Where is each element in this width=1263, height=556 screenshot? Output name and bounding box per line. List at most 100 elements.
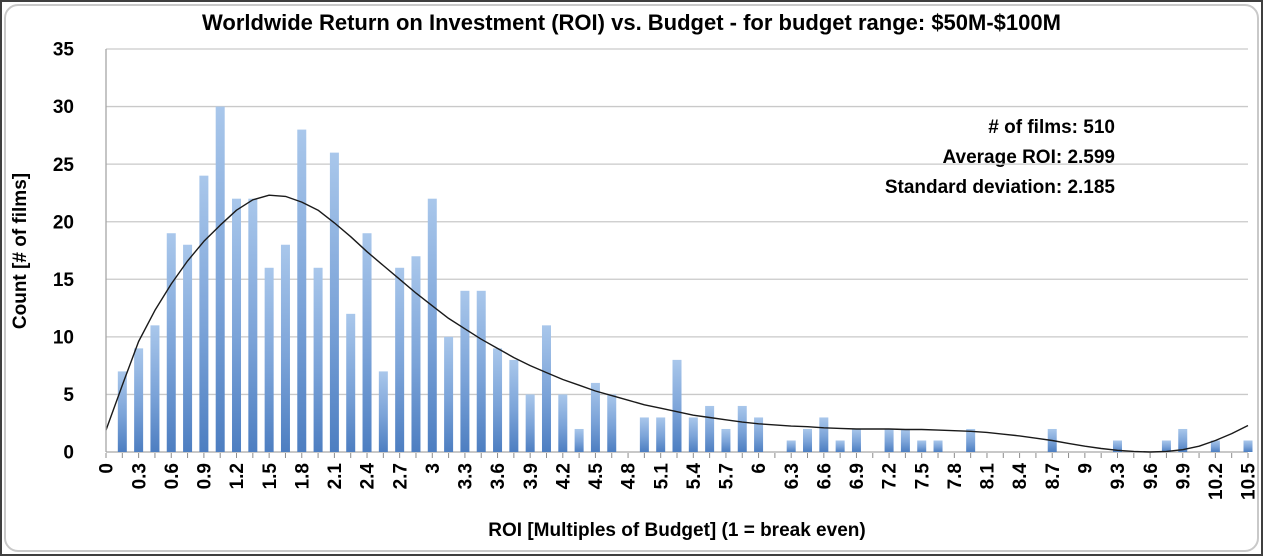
histogram-bar (117, 371, 127, 452)
histogram-bar (705, 405, 715, 452)
x-tick-label: 2.1 (325, 463, 346, 490)
x-tick-label: 10.5 (1239, 463, 1260, 500)
tick-labels-layer: 0 5 10 15 20 25 30 35 0 0.3 0.6 0.9 1.2 1.5 1.8 2.1 2.4 2… (53, 40, 1260, 500)
y-tick-label: 25 (53, 155, 75, 176)
x-tick-label: 6.9 (847, 463, 868, 489)
histogram-bar (819, 417, 829, 452)
x-tick-label: 6.6 (814, 463, 835, 489)
x-tick-label: 9.6 (1141, 463, 1162, 489)
x-tick-label: 7.2 (880, 463, 901, 489)
x-tick-label: 5.7 (717, 463, 738, 489)
x-tick-label: 1.2 (227, 463, 248, 489)
histogram-bar (1210, 440, 1220, 452)
x-axis-title: ROI [Multiples of Budget] (1 = break eve… (488, 520, 866, 541)
histogram-bar (183, 244, 193, 452)
histogram-bar (574, 428, 584, 452)
histogram-bar (395, 267, 405, 452)
histogram-bar (346, 313, 356, 452)
histogram-bar (607, 394, 617, 452)
histogram-bar (215, 106, 225, 453)
histogram-bar (460, 290, 470, 452)
histogram-bar (966, 428, 976, 452)
x-tick-label: 3.3 (456, 463, 477, 489)
x-tick-label: 5.4 (684, 463, 705, 490)
histogram-bar (721, 428, 731, 452)
histogram-bar (411, 256, 421, 452)
histogram-bar (493, 348, 503, 452)
histogram-bar (1243, 440, 1253, 452)
x-tick-label: 8.4 (1010, 463, 1031, 490)
histogram-bar (476, 290, 486, 452)
histogram-bar (656, 417, 666, 452)
x-tick-label: 3.6 (488, 463, 509, 489)
histogram-bar (378, 371, 388, 452)
y-tick-label: 20 (53, 212, 74, 233)
x-tick-label: 9.9 (1173, 463, 1194, 489)
histogram-bar (541, 325, 551, 452)
histogram-bar (590, 382, 600, 452)
histogram-bar (509, 359, 519, 452)
histogram-bar (933, 440, 943, 452)
stat-num-films: # of films: 510 (988, 117, 1115, 138)
y-tick-label: 15 (53, 270, 75, 291)
x-tick-label: 0.6 (162, 463, 183, 489)
x-tick-label: 6 (749, 463, 770, 474)
histogram-bar (134, 348, 144, 452)
histogram-bar (313, 267, 323, 452)
histogram-bar (786, 440, 796, 452)
x-tick-label: 2.4 (358, 463, 379, 490)
fit-curve (105, 194, 1249, 453)
histogram-bar (329, 152, 339, 452)
histogram-bar (558, 394, 568, 452)
x-tick-label: 5.1 (651, 463, 672, 490)
x-tick-label: 3 (423, 463, 444, 474)
stats-annotation: # of films: 510 Average ROI: 2.599 Stand… (885, 113, 1115, 203)
x-tick-label: 0.3 (129, 463, 150, 489)
histogram-bar (264, 267, 274, 452)
histogram-bar (199, 175, 209, 452)
histogram-bar (1178, 428, 1188, 452)
x-tick-label: 10.2 (1206, 463, 1227, 500)
x-tick-label: 1.5 (260, 463, 281, 490)
y-tick-label: 35 (53, 40, 75, 61)
bars-layer (117, 106, 1253, 453)
x-tick-label: 7.5 (912, 463, 933, 490)
x-tick-label: 6.3 (782, 463, 803, 489)
histogram-bar (737, 405, 747, 452)
y-tick-label: 30 (53, 97, 74, 118)
x-tick-label: 4.8 (619, 463, 640, 489)
y-tick-label: 5 (63, 385, 74, 406)
x-tick-label: 1.8 (292, 463, 313, 489)
histogram-bar (427, 198, 437, 452)
x-tick-label: 2.7 (390, 463, 411, 489)
stat-average-roi: Average ROI: 2.599 (942, 147, 1116, 168)
histogram-bar (688, 417, 698, 452)
histogram-bar (917, 440, 927, 452)
histogram-bar (639, 417, 649, 452)
x-tick-label: 3.9 (521, 463, 542, 489)
histogram-bar (835, 440, 845, 452)
histogram-bar (444, 336, 454, 452)
histogram-bar (248, 198, 258, 452)
histogram-bar (884, 428, 894, 452)
x-tick-label: 0.9 (195, 463, 216, 489)
histogram-bar (900, 428, 910, 452)
histogram-bar (1161, 440, 1171, 452)
histogram-bar (672, 359, 682, 452)
x-tick-label: 9 (1076, 463, 1097, 474)
histogram-bar (803, 428, 813, 452)
curve-layer (105, 194, 1249, 453)
histogram-bar (232, 198, 242, 452)
histogram-bar (525, 394, 535, 452)
histogram-bar (280, 244, 290, 452)
chart-title: Worldwide Return on Investment (ROI) vs.… (202, 10, 1061, 35)
y-tick-label: 0 (63, 443, 74, 464)
axes-layer (105, 49, 1249, 458)
histogram-bar (754, 417, 764, 452)
histogram-bar (362, 233, 372, 452)
y-tick-label: 10 (53, 328, 74, 349)
histogram-bar (1112, 440, 1122, 452)
x-tick-label: 8.7 (1043, 463, 1064, 489)
